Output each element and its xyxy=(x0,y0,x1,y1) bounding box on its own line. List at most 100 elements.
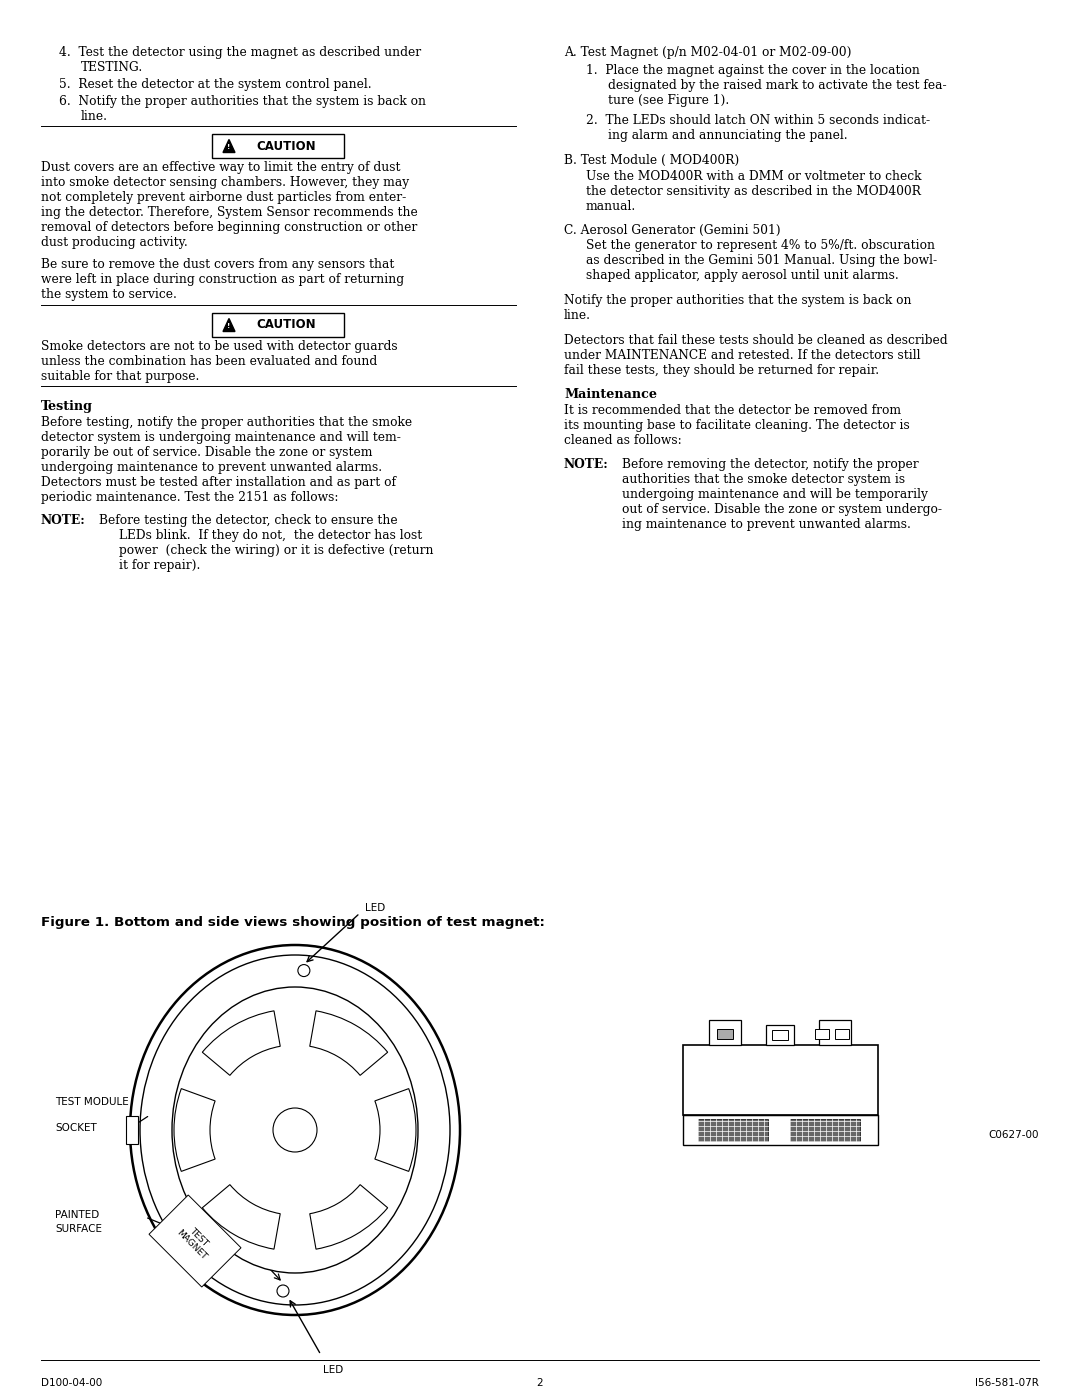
Text: ing alarm and annunciating the panel.: ing alarm and annunciating the panel. xyxy=(608,129,848,142)
Ellipse shape xyxy=(273,1108,318,1153)
Text: designated by the raised mark to activate the test fea-: designated by the raised mark to activat… xyxy=(608,80,947,92)
Text: suitable for that purpose.: suitable for that purpose. xyxy=(41,370,200,383)
Text: Be sure to remove the dust covers from any sensors that: Be sure to remove the dust covers from a… xyxy=(41,258,394,271)
Text: B. Test Module ( MOD400R): B. Test Module ( MOD400R) xyxy=(564,154,739,168)
Text: manual.: manual. xyxy=(586,200,636,212)
Polygon shape xyxy=(222,319,235,331)
Text: authorities that the smoke detector system is: authorities that the smoke detector syst… xyxy=(622,474,905,486)
Text: !: ! xyxy=(228,323,231,330)
Text: its mounting base to facilitate cleaning. The detector is: its mounting base to facilitate cleaning… xyxy=(564,419,909,432)
Text: line.: line. xyxy=(564,309,591,321)
Text: C. Aerosol Generator (Gemini 501): C. Aerosol Generator (Gemini 501) xyxy=(564,224,781,237)
Text: unless the combination has been evaluated and found: unless the combination has been evaluate… xyxy=(41,355,377,367)
Text: Use the MOD400R with a DMM or voltmeter to check: Use the MOD400R with a DMM or voltmeter … xyxy=(586,170,921,183)
Polygon shape xyxy=(222,140,235,152)
Text: !: ! xyxy=(228,144,231,149)
Text: Before testing the detector, check to ensure the: Before testing the detector, check to en… xyxy=(99,514,397,527)
Bar xyxy=(766,1025,794,1045)
Wedge shape xyxy=(174,1088,215,1171)
Text: it for repair).: it for repair). xyxy=(119,559,201,571)
Text: C0627-00: C0627-00 xyxy=(988,1130,1039,1140)
Circle shape xyxy=(276,1285,289,1296)
Text: 2.  The LEDs should latch ON within 5 seconds indicat-: 2. The LEDs should latch ON within 5 sec… xyxy=(586,115,930,127)
Text: ture (see Figure 1).: ture (see Figure 1). xyxy=(608,94,729,108)
Text: Detectors must be tested after installation and as part of: Detectors must be tested after installat… xyxy=(41,476,396,489)
Text: not completely prevent airborne dust particles from enter-: not completely prevent airborne dust par… xyxy=(41,191,406,204)
Text: Maintenance: Maintenance xyxy=(564,388,657,401)
Text: TEST MODULE: TEST MODULE xyxy=(55,1097,129,1106)
Text: 4.  Test the detector using the magnet as described under: 4. Test the detector using the magnet as… xyxy=(59,46,421,59)
Text: the system to service.: the system to service. xyxy=(41,288,177,300)
Bar xyxy=(815,1030,829,1039)
Bar xyxy=(772,1030,788,1039)
Text: Before removing the detector, notify the proper: Before removing the detector, notify the… xyxy=(622,458,919,471)
Text: Testing: Testing xyxy=(41,400,93,414)
Wedge shape xyxy=(202,1011,280,1076)
Text: SOCKET: SOCKET xyxy=(55,1123,97,1133)
Bar xyxy=(698,1119,768,1141)
Text: ing maintenance to prevent unwanted alarms.: ing maintenance to prevent unwanted alar… xyxy=(622,518,910,531)
FancyBboxPatch shape xyxy=(212,313,345,337)
Text: LEDs blink.  If they do not,  the detector has lost: LEDs blink. If they do not, the detector… xyxy=(119,529,422,542)
Text: as described in the Gemini 501 Manual. Using the bowl-: as described in the Gemini 501 Manual. U… xyxy=(586,254,937,267)
Text: fail these tests, they should be returned for repair.: fail these tests, they should be returne… xyxy=(564,365,879,377)
Text: Dust covers are an effective way to limit the entry of dust: Dust covers are an effective way to limi… xyxy=(41,161,401,175)
Text: undergoing maintenance to prevent unwanted alarms.: undergoing maintenance to prevent unwant… xyxy=(41,461,382,474)
Bar xyxy=(708,1020,741,1045)
Text: were left in place during construction as part of returning: were left in place during construction a… xyxy=(41,272,404,286)
Wedge shape xyxy=(310,1011,388,1076)
Text: power  (check the wiring) or it is defective (return: power (check the wiring) or it is defect… xyxy=(119,543,433,557)
Text: 2: 2 xyxy=(537,1377,543,1389)
Wedge shape xyxy=(310,1185,388,1249)
Text: LED: LED xyxy=(365,902,386,914)
Text: I56-581-07R: I56-581-07R xyxy=(975,1377,1039,1389)
Bar xyxy=(789,1119,860,1141)
Text: the detector sensitivity as described in the MOD400R: the detector sensitivity as described in… xyxy=(586,184,921,198)
Bar xyxy=(717,1030,733,1039)
Text: CAUTION: CAUTION xyxy=(256,319,315,331)
Text: LED: LED xyxy=(323,1365,343,1375)
FancyBboxPatch shape xyxy=(212,134,345,158)
Text: out of service. Disable the zone or system undergo-: out of service. Disable the zone or syst… xyxy=(622,503,942,515)
Text: periodic maintenance. Test the 2151 as follows:: periodic maintenance. Test the 2151 as f… xyxy=(41,490,338,504)
Text: Set the generator to represent 4% to 5%/ft. obscuration: Set the generator to represent 4% to 5%/… xyxy=(586,239,935,251)
Text: into smoke detector sensing chambers. However, they may: into smoke detector sensing chambers. Ho… xyxy=(41,176,409,189)
Text: undergoing maintenance and will be temporarily: undergoing maintenance and will be tempo… xyxy=(622,488,928,502)
Text: 5.  Reset the detector at the system control panel.: 5. Reset the detector at the system cont… xyxy=(59,78,372,91)
Text: TEST
MAGNET: TEST MAGNET xyxy=(175,1221,216,1261)
Text: NOTE:: NOTE: xyxy=(41,514,85,527)
Text: A. Test Magnet (p/n M02-04-01 or M02-09-00): A. Test Magnet (p/n M02-04-01 or M02-09-… xyxy=(564,46,851,59)
Text: dust producing activity.: dust producing activity. xyxy=(41,236,188,249)
Text: Before testing, notify the proper authorities that the smoke: Before testing, notify the proper author… xyxy=(41,416,413,429)
Text: ing the detector. Therefore, System Sensor recommends the: ing the detector. Therefore, System Sens… xyxy=(41,205,418,219)
Text: CAUTION: CAUTION xyxy=(256,140,315,152)
Text: porarily be out of service. Disable the zone or system: porarily be out of service. Disable the … xyxy=(41,446,373,460)
Text: TESTING.: TESTING. xyxy=(81,61,144,74)
Text: Smoke detectors are not to be used with detector guards: Smoke detectors are not to be used with … xyxy=(41,339,397,353)
Ellipse shape xyxy=(172,988,418,1273)
Circle shape xyxy=(298,964,310,977)
Text: Detectors that fail these tests should be cleaned as described: Detectors that fail these tests should b… xyxy=(564,334,947,346)
Text: D100-04-00: D100-04-00 xyxy=(41,1377,103,1389)
Wedge shape xyxy=(202,1185,280,1249)
Ellipse shape xyxy=(130,944,460,1315)
Text: removal of detectors before beginning construction or other: removal of detectors before beginning co… xyxy=(41,221,417,235)
Bar xyxy=(683,1115,877,1146)
Text: SURFACE: SURFACE xyxy=(55,1224,102,1234)
Bar xyxy=(835,1030,849,1039)
Bar xyxy=(819,1020,851,1045)
Text: 6.  Notify the proper authorities that the system is back on: 6. Notify the proper authorities that th… xyxy=(59,95,426,108)
Text: Notify the proper authorities that the system is back on: Notify the proper authorities that the s… xyxy=(564,293,912,307)
Text: 1.  Place the magnet against the cover in the location: 1. Place the magnet against the cover in… xyxy=(586,64,920,77)
Text: It is recommended that the detector be removed from: It is recommended that the detector be r… xyxy=(564,404,901,416)
Text: NOTE:: NOTE: xyxy=(564,458,609,471)
Text: line.: line. xyxy=(81,110,108,123)
Text: Figure 1. Bottom and side views showing position of test magnet:: Figure 1. Bottom and side views showing … xyxy=(41,916,545,929)
Wedge shape xyxy=(375,1088,416,1171)
Text: shaped applicator, apply aerosol until unit alarms.: shaped applicator, apply aerosol until u… xyxy=(586,270,899,282)
Text: cleaned as follows:: cleaned as follows: xyxy=(564,434,681,447)
Bar xyxy=(683,1045,877,1115)
Text: PAINTED: PAINTED xyxy=(55,1210,99,1220)
Text: detector system is undergoing maintenance and will tem-: detector system is undergoing maintenanc… xyxy=(41,432,401,444)
Text: under MAINTENANCE and retested. If the detectors still: under MAINTENANCE and retested. If the d… xyxy=(564,349,920,362)
